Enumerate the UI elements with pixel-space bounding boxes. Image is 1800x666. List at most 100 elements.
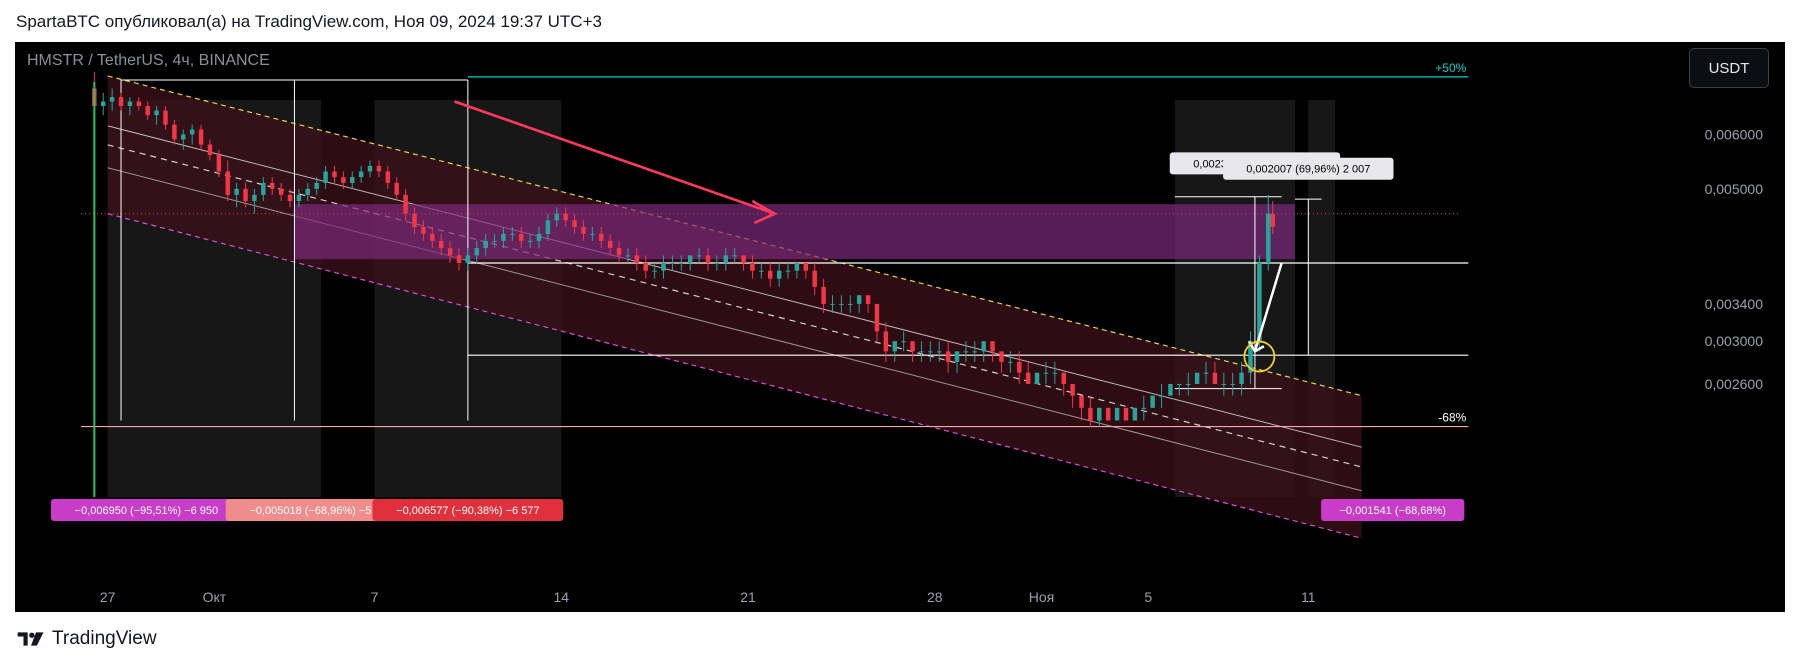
measure-label-box [51,499,242,521]
bull-candle [127,101,133,106]
bull-candle [1008,361,1013,363]
bull-candle [901,341,906,343]
bull-candle [1052,372,1058,374]
bear-candle [1105,407,1111,421]
bull-candle [759,270,764,272]
bear-candle [278,188,284,195]
x-axis-tick-label: Окт [203,589,227,605]
bull-candle [696,255,702,257]
bear-candle [705,255,711,263]
brand-name: TradingView [52,628,157,649]
bull-candle [1186,383,1191,385]
trend-arrow [454,100,776,215]
bull-candle [181,134,186,140]
bull-candle [714,262,720,264]
trend-arrow-head [751,199,778,225]
x-axis-tick-label: Ноя [1029,589,1054,605]
bull-candle [474,248,479,256]
bull-candle [101,101,106,106]
breakout-circle [1243,340,1276,373]
bull-candle [830,303,835,305]
bull-candle [1257,262,1262,342]
bull-candle [794,262,800,271]
bear-candle [1123,407,1129,421]
bull-candle [954,351,960,362]
bear-candle [518,233,524,241]
level-percent-label: +50% [1435,61,1466,75]
price-chart[interactable]: +50% -68% −0,006950 (−95,51%) −6 950 −0,00… [15,42,1785,612]
bear-candle [607,240,613,249]
bear-candle [910,341,915,352]
bear-candle [341,177,346,183]
bear-candle [883,331,889,352]
bull-candle [465,255,471,263]
bull-candle [234,188,239,195]
bear-candle [990,341,995,352]
bull-candle [527,240,533,242]
bull-candle [350,177,355,183]
bear-candle [198,129,204,145]
bear-candle [1070,383,1075,396]
bear-candle [599,233,604,241]
measure-label-text: −0,001541 (−68,68%) [1340,505,1446,517]
bull-candle [670,262,675,264]
y-axis-tick-label: 0,005000 [1705,181,1764,197]
bull-candle [1230,383,1235,385]
x-axis-tick-label: 7 [371,589,379,605]
bear-candle [145,105,150,116]
bear-candle [865,295,871,304]
bull-candle [687,255,693,263]
resistance-zone [294,204,1295,260]
bear-candle [874,303,880,332]
bear-candle [225,171,230,195]
bear-candle [447,248,453,256]
y-axis-tick-label: 0,002600 [1705,376,1764,392]
tradingview-logo[interactable]: TradingView [16,628,157,650]
bull-candle [1168,383,1173,396]
bull-candle [1114,407,1120,421]
chart-area[interactable]: +50% -68% −0,006950 (−95,51%) −6 950 −0,00… [15,42,1785,612]
channel-fill [107,75,1362,539]
bear-candle [118,97,124,106]
bull-candle [1159,395,1164,397]
bear-candle [1270,213,1275,227]
bull-candle [1239,372,1244,384]
bull-candle [776,270,782,279]
bear-candle [741,255,746,263]
measure-label-box [225,499,417,521]
bull-candle [625,255,631,257]
bear-candle [803,262,809,271]
bull-candle [848,303,853,305]
measure-label-text: −0,006950 (−95,51%) −6 950 [75,505,218,517]
bull-candle [919,351,924,353]
bull-candle [492,240,497,242]
bull-candle [1194,372,1200,384]
measure-label-text: 0,002007 (69,96%) 2 007 [1246,164,1370,176]
bear-candle [1017,361,1022,373]
x-axis-tick-label: 5 [1144,589,1152,605]
measure-label-box [1223,157,1394,180]
measure-label-text: −0,006577 (−90,38%) −6 577 [396,505,539,517]
bear-candle [207,144,213,156]
bull-candle [1141,407,1147,409]
bull-candle [323,171,328,183]
bear-candle [1061,372,1066,384]
bull-candle [109,97,115,102]
bear-candle [1025,372,1031,384]
bear-candle [945,351,951,362]
bear-candle [812,270,817,287]
bull-candle [1034,372,1040,384]
bear-candle [421,226,426,234]
bull-candle [839,303,844,305]
bull-candle [501,233,506,241]
level-percent-label: -68% [1438,411,1466,425]
bull-candle [154,110,159,116]
bear-candle [768,270,773,279]
bull-candle [1221,383,1227,385]
bull-candle [936,351,942,353]
bull-candle [314,182,319,189]
bear-candle [581,226,586,234]
bear-candle [616,248,622,256]
bull-candle [856,295,862,304]
currency-button[interactable]: USDT [1689,48,1769,88]
